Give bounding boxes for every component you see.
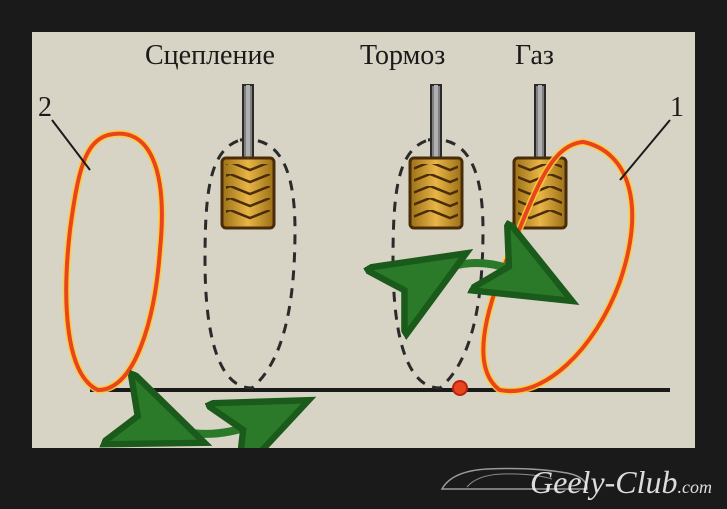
watermark: Geely-Club.com	[530, 464, 712, 501]
label-clutch: Сцепление	[145, 40, 275, 72]
watermark-suffix: .com	[678, 477, 713, 497]
panel-bg	[30, 30, 697, 450]
pivot-dot	[453, 381, 467, 395]
label-number-2: 2	[38, 92, 52, 124]
diagram-canvas: Сцепление Тормоз Газ 2 1	[30, 30, 697, 450]
label-brake: Тормоз	[360, 40, 445, 72]
label-number-1: 1	[670, 92, 684, 124]
label-gas: Газ	[515, 40, 554, 72]
